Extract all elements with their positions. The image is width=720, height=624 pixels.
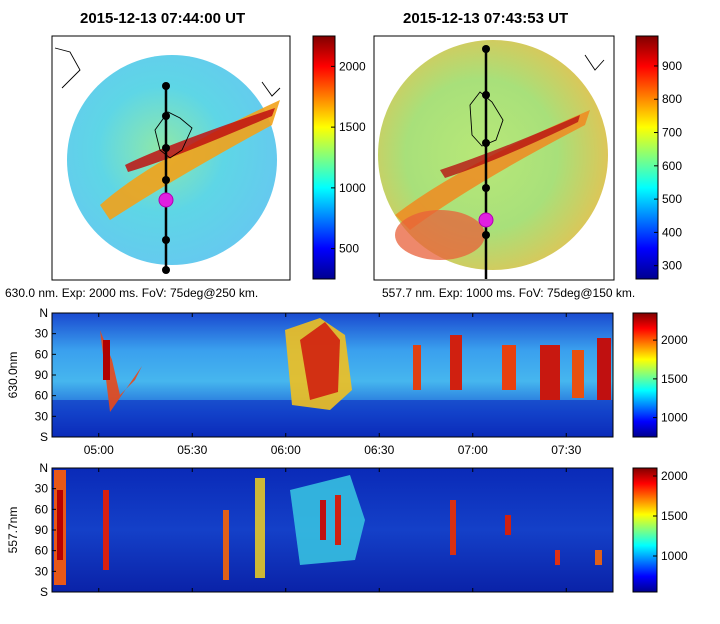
x-tick-label: 05:30: [177, 443, 207, 457]
y-tick-label: S: [40, 585, 48, 599]
allsky-557-arc: [395, 110, 590, 230]
coastline-630: [54, 47, 281, 159]
track-point: [482, 184, 490, 192]
track-point: [482, 91, 490, 99]
y-tick-label: S: [40, 430, 48, 444]
keogram-630: N 30 60 90 60 30 S 05:00 05:30 06:00 06:30 07:00 07…: [6, 306, 614, 457]
x-tick-label: 05:00: [84, 443, 114, 457]
keogram-557: N 30 60 90 60 30 S 557.7nm: [6, 461, 614, 599]
y-tick-label: 90: [35, 368, 49, 382]
allsky-557-panel: [373, 35, 615, 281]
colorbar-tick-label: 1000: [661, 411, 688, 425]
panel-title-right: 2015-12-13 07:43:53 UT: [403, 10, 569, 27]
keogram-557-band: [555, 550, 560, 565]
colorbar-tick-label: 900: [662, 59, 682, 73]
y-tick-label: 60: [35, 389, 49, 403]
keogram-557-band: [290, 475, 365, 565]
y-tick-label: 30: [35, 564, 49, 578]
colorbar-557-allsky: 300 400 500 600 700 800 900: [635, 35, 682, 280]
y-tick-label: 60: [35, 544, 49, 558]
station-marker-630: [158, 192, 174, 208]
colorbar-tick-label: 600: [662, 159, 682, 173]
colorbar-tick-label: 2000: [661, 469, 688, 483]
colorbar-tick-label: 500: [339, 242, 359, 256]
track-point: [162, 144, 170, 152]
allsky-557-south-glow: [395, 210, 485, 260]
coastline-557: [469, 54, 605, 147]
keogram-630-band: [597, 338, 611, 400]
keogram-630-band: [103, 340, 110, 380]
x-tick-label: 06:00: [271, 443, 301, 457]
track-point: [162, 82, 170, 90]
keogram-630-band: [450, 335, 462, 390]
colorbar-tick-label: 800: [662, 92, 682, 106]
keogram-557-ylabel: 557.7nm: [6, 507, 20, 554]
y-tick-label: 90: [35, 523, 49, 537]
colorbar-tick-label: 500: [662, 192, 682, 206]
colorbar-tick-label: 1000: [661, 549, 688, 563]
colorbar-tick-label: 300: [662, 259, 682, 273]
caption-557: 557.7 nm. Exp: 1000 ms. FoV: 75deg@150 k…: [382, 286, 636, 300]
y-tick-label: 30: [35, 482, 49, 496]
keogram-557-band: [255, 478, 265, 578]
keogram-557-band: [320, 500, 326, 540]
keogram-630-band: [413, 345, 421, 390]
keogram-557-band: [57, 490, 63, 560]
keogram-557-band: [103, 490, 109, 570]
track-point: [162, 266, 170, 274]
caption-630: 630.0 nm. Exp: 2000 ms. FoV: 75deg@250 k…: [5, 286, 259, 300]
allsky-630-panel: [51, 35, 291, 281]
x-tick-label: 07:00: [458, 443, 488, 457]
colorbar-tick-label: 2000: [339, 59, 366, 73]
track-point: [162, 236, 170, 244]
y-tick-label: N: [39, 306, 48, 320]
x-tick-label: 07:30: [551, 443, 581, 457]
keogram-630-ylabel: 630.0nm: [6, 352, 20, 399]
track-point: [482, 45, 490, 53]
y-tick-label: 60: [35, 502, 49, 516]
keogram-630-band: [100, 330, 142, 412]
colorbar-630-keogram: 1000 1500 2000: [632, 312, 688, 438]
allsky-630-arc-core: [125, 108, 275, 172]
keogram-557-band: [335, 495, 341, 545]
keogram-630-band: [300, 322, 340, 400]
track-point: [162, 176, 170, 184]
y-tick-label: 30: [35, 409, 49, 423]
station-marker-557: [478, 212, 494, 228]
keogram-630-band: [572, 350, 584, 398]
colorbar-630-allsky: 500 1000 1500 2000: [312, 35, 366, 280]
keogram-557-band: [595, 550, 602, 565]
keogram-557-band: [223, 510, 229, 580]
track-point: [482, 139, 490, 147]
panel-title-left: 2015-12-13 07:44:00 UT: [80, 10, 246, 27]
colorbar-tick-label: 400: [662, 225, 682, 239]
colorbar-tick-label: 2000: [661, 333, 688, 347]
y-tick-label: N: [39, 461, 48, 475]
colorbar-tick-label: 700: [662, 126, 682, 140]
colorbar-tick-label: 1500: [339, 120, 366, 134]
keogram-630-band: [540, 345, 560, 400]
keogram-557-band: [450, 500, 456, 555]
x-tick-label: 06:30: [364, 443, 394, 457]
keogram-557-band: [505, 515, 511, 535]
colorbar-tick-label: 1500: [661, 509, 688, 523]
colorbar-tick-label: 1500: [661, 372, 688, 386]
keogram-630-band: [502, 345, 516, 390]
allsky-557-arc-core: [440, 115, 580, 178]
y-tick-label: 60: [35, 347, 49, 361]
y-tick-label: 30: [35, 327, 49, 341]
colorbar-tick-label: 1000: [339, 181, 366, 195]
track-point: [162, 112, 170, 120]
track-point: [482, 231, 490, 239]
colorbar-557-keogram: 1000 1500 2000: [632, 467, 688, 593]
